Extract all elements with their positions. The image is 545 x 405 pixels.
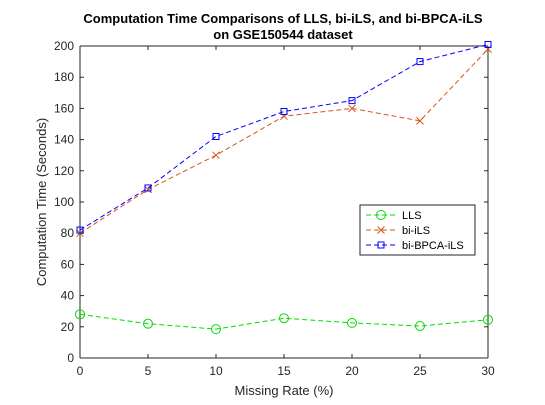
data-point-bi-ils [144,185,152,194]
x-tick-label: 25 [413,364,427,378]
legend: LLS bi-iLS bi-BPCA-iLS [359,204,476,256]
data-point-bi-bpca-ils [76,226,84,234]
data-point-bi-bpca-ils [416,58,424,66]
data-point-bi-ils [416,117,424,125]
x-tick-label: 20 [345,364,359,378]
axes: 0 5 10 15 20 25 30 0 20 40 60 80 100 120 140 160 180 200 [54,39,495,378]
data-point-bi-bpca-ils [144,184,152,192]
data-point-bi-bpca-ils [280,108,288,116]
marker-stroke [280,112,288,121]
chart-subtitle: on GSE150544 dataset [213,27,353,42]
marker-stroke [484,45,492,53]
data-point-bi-ils [348,104,356,113]
data-point-bi-ils [484,45,492,53]
marker-stroke [416,117,424,125]
y-axis-label: Computation Time (Seconds) [34,118,49,286]
chart-title: Computation Time Comparisons of LLS, bi-… [83,11,482,26]
legend-item-bi-bpca-ils: bi-BPCA-iLS [366,240,464,252]
y-tick-label: 20 [61,320,75,334]
plot-area [80,46,488,358]
y-tick-label: 200 [54,39,74,53]
series-bi-ils [76,45,492,238]
legend-marker-bi-ils [377,226,385,234]
y-tick-label: 140 [54,133,74,147]
data-point-lls [347,317,357,328]
series-bi-bpca-ils [76,40,492,234]
marker-stroke [212,151,220,160]
data-point-lls [211,324,221,335]
legend-marker-bi-bpca-ils [377,241,385,249]
x-tick-label: 30 [481,364,495,378]
data-point-bi-bpca-ils [348,97,356,105]
y-tick-label: 60 [61,257,75,271]
legend-label-bi-ils: bi-iLS [402,225,430,237]
series-layer [75,40,493,335]
data-point-bi-bpca-ils [484,40,492,48]
y-tick-label: 120 [54,164,74,178]
series-lls [75,309,493,335]
legend-label-bi-bpca-ils: bi-BPCA-iLS [402,240,464,252]
x-axis-label: Missing Rate (%) [235,383,334,398]
legend-box [359,204,476,256]
marker-stroke [144,185,152,194]
y-tick-label: 180 [54,70,74,84]
data-point-lls [279,313,289,324]
data-point-lls [415,321,425,332]
data-point-bi-ils [280,112,288,121]
series-line-lls [79,313,489,330]
legend-item-bi-ils: bi-iLS [366,225,430,237]
data-point-lls [483,314,493,325]
x-tick-label: 15 [277,364,291,378]
marker-stroke [348,104,356,113]
marker-stroke [377,226,385,234]
y-tick-label: 40 [61,289,75,303]
data-point-lls [143,318,153,329]
y-tick-label: 100 [54,195,74,209]
legend-label-lls: LLS [402,210,422,222]
x-tick-label: 0 [77,364,84,378]
legend-item-lls: LLS [366,210,422,222]
x-tick-label: 10 [209,364,223,378]
y-tick-label: 80 [61,226,75,240]
series-line-bi-bpca-ils [79,43,489,231]
legend-marker-lls [376,210,386,220]
y-tick-label: 160 [54,101,74,115]
x-tick-label: 5 [145,364,152,378]
data-point-lls [75,309,85,320]
data-point-bi-bpca-ils [212,132,220,140]
data-point-bi-ils [212,151,220,160]
y-tick-label: 0 [67,351,74,365]
